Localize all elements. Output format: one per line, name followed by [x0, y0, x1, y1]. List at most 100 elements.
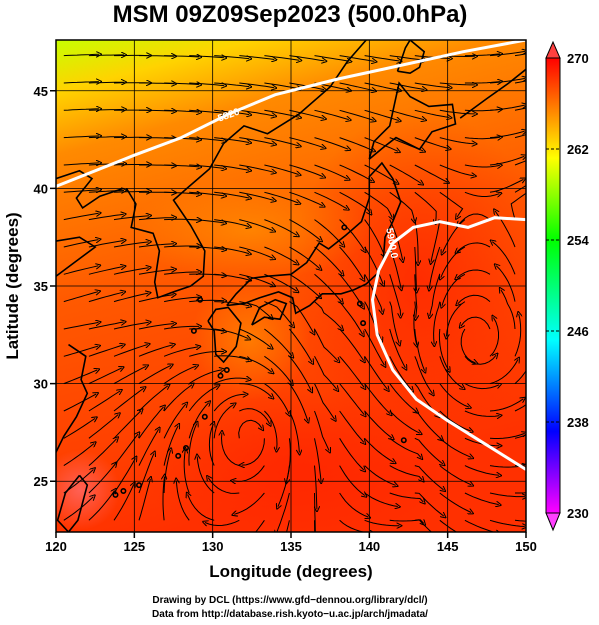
streamline-276: [314, 137, 349, 150]
streamline-107: [364, 383, 391, 414]
streamline-86: [314, 410, 330, 451]
streamline-89: [389, 410, 420, 433]
streamline-87: [339, 410, 364, 442]
streamline-233: [189, 191, 224, 196]
streamline-65: [242, 438, 265, 465]
streamline-32: [389, 492, 424, 502]
streamline-8: [255, 520, 265, 532]
coastlines: [56, 40, 526, 532]
streamline-332: [289, 55, 324, 61]
streamline-1: [88, 491, 115, 521]
credit-line-2: Data from http://database.rish.kyoto−u.a…: [152, 609, 428, 620]
streamline-335: [364, 55, 400, 61]
streamline-162: [314, 301, 342, 329]
streamline-132: [514, 314, 521, 357]
streamline-96: [88, 368, 122, 385]
streamline-158: [214, 301, 249, 306]
streamline-21: [113, 458, 135, 494]
streamline-73: [464, 437, 499, 445]
island-2: [136, 482, 143, 489]
streamline-284: [514, 134, 526, 139]
streamline-236: [264, 191, 298, 203]
streamline-41: [138, 429, 159, 466]
streamline-235: [239, 191, 273, 200]
streamline-144: [339, 328, 364, 361]
streamline-71: [414, 437, 443, 464]
streamline-214: [189, 219, 224, 223]
streamline-35: [464, 492, 499, 505]
streamline-266: [63, 136, 99, 138]
streamline-111: [464, 384, 499, 390]
streamline-322: [514, 80, 526, 84]
streamline-131: [489, 318, 499, 357]
streamline-246: [514, 185, 526, 193]
x-tick-label-150: 150: [515, 539, 537, 554]
streamline-112: [489, 359, 518, 385]
coastline-china-south: [56, 343, 89, 454]
streamline-118: [163, 347, 198, 357]
streamline-17: [489, 519, 525, 526]
streamline-80: [163, 385, 192, 412]
y-tick-label-30: 30: [34, 377, 48, 392]
warm-core-east: [290, 110, 526, 450]
island-12: [190, 327, 197, 334]
streamline-303: [514, 107, 526, 111]
streamline-120: [214, 355, 249, 360]
streamline-100: [188, 370, 222, 385]
streamline-61: [163, 404, 186, 439]
streamline-259: [364, 164, 397, 183]
coastline-korea: [125, 143, 225, 299]
streamline-202: [364, 246, 384, 284]
streamline-192: [113, 242, 149, 248]
streamline-88: [364, 410, 393, 438]
colorbar-label-238: 238: [567, 415, 589, 430]
streamline-212: [138, 218, 174, 220]
streamline-3: [138, 479, 150, 521]
contour-label-5900.0: 5900.0: [383, 227, 399, 259]
streamline-244: [464, 192, 500, 196]
streamline-298: [389, 109, 424, 119]
streamline-185: [415, 274, 417, 318]
colorbar: 270 262 254 246 238 230: [545, 40, 589, 532]
streamline-256: [289, 164, 323, 177]
streamline-77: [88, 391, 120, 412]
streamline-169: [458, 294, 491, 304]
streamline-302: [489, 105, 525, 111]
streamline-27: [234, 492, 265, 514]
streamline-30: [339, 492, 369, 517]
streamline-318: [414, 82, 450, 88]
coastline-taiwan: [56, 474, 89, 532]
streamline-4: [163, 477, 165, 521]
streamline-75: [514, 434, 526, 439]
streamline-57: [63, 418, 95, 439]
colorbar-label-270: 270: [567, 51, 589, 66]
streamline-258: [339, 164, 373, 181]
streamline-205: [429, 246, 441, 289]
streamline-147: [414, 328, 425, 371]
streamline-297: [364, 109, 399, 120]
streamline-44: [208, 424, 214, 466]
streamline-105: [314, 383, 335, 420]
streamline-79: [138, 386, 168, 412]
colorbar-bottom-triangle: [545, 512, 561, 532]
streamline-295: [314, 109, 349, 119]
streamline-315: [339, 82, 375, 91]
coastline-china-coast: [56, 169, 124, 210]
streamline-98: [138, 365, 171, 385]
colorbar-label-230: 230: [567, 506, 589, 521]
streamline-283: [489, 131, 525, 139]
streamline-190: [63, 240, 99, 248]
streamline-0: [63, 497, 94, 521]
streamline-293: [264, 109, 299, 117]
streamline-95: [63, 370, 97, 385]
streamline-54: [464, 465, 499, 476]
streamline-177: [214, 273, 249, 280]
streamline-227: [510, 192, 526, 220]
streamline-135: [113, 322, 149, 330]
streamline-20: [88, 464, 115, 494]
streamline-142: [289, 328, 312, 362]
streamline-200: [314, 246, 343, 274]
streamline-265: [514, 160, 526, 166]
streamline-204: [415, 246, 417, 291]
streamline-211: [113, 216, 149, 221]
